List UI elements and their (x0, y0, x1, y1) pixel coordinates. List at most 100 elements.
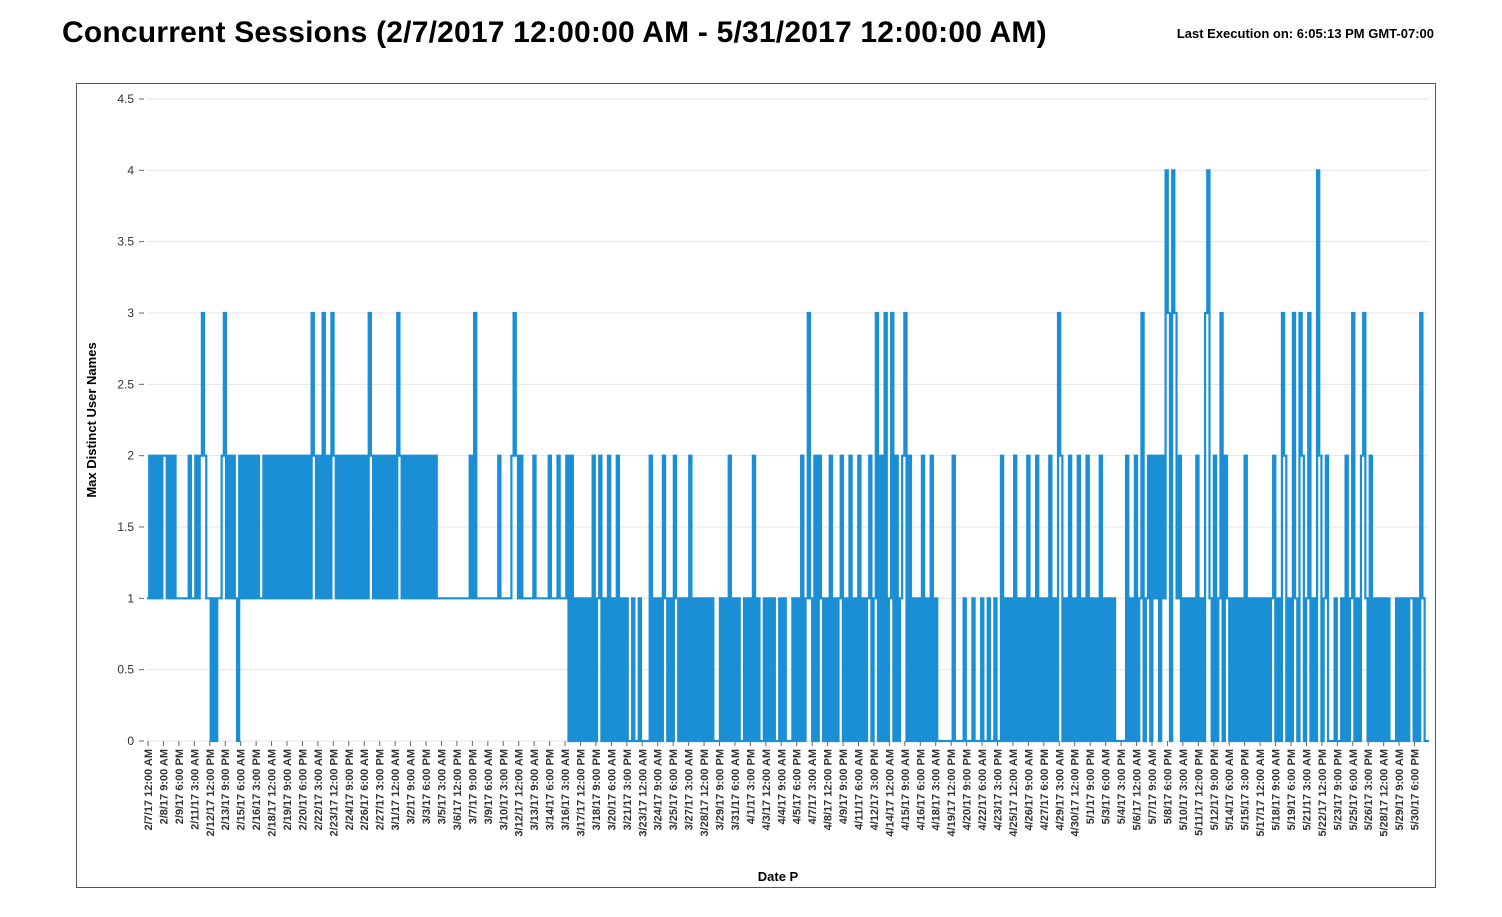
x-tick-label-20: 3/6/17 12:00 PM (452, 749, 464, 830)
x-tick-label-81: 5/29/17 9:00 AM (1394, 749, 1406, 831)
line-chart: 0 0.5 1 1.5 2 2.5 3 3.5 4 4.5 2/7/17 12:00 AM 2/8/… (84, 92, 1429, 884)
x-tick-label-23: 3/10/17 3:00 PM (498, 749, 510, 830)
x-tick-label-73: 5/18/17 9:00 AM (1271, 749, 1283, 831)
x-tick-label-70: 5/14/17 6:00 AM (1224, 749, 1236, 831)
x-tick-label-79: 5/26/17 3:00 PM (1363, 749, 1375, 830)
x-tick-label-68: 5/11/17 12:00 PM (1193, 749, 1205, 836)
x-tick-label-15: 2/27/17 3:00 PM (375, 749, 387, 830)
x-tick-label-14: 2/26/17 6:00 AM (359, 749, 371, 831)
x-tick-label-8: 2/18/17 12:00 AM (267, 749, 279, 837)
x-tick-label-66: 5/8/17 6:00 PM (1162, 749, 1174, 824)
last-execution-label: Last Execution on: 6:05:13 PM GMT-07:00 (1176, 26, 1434, 41)
x-tick-label-50: 4/16/17 6:00 PM (915, 749, 927, 830)
y-tick-label-9: 4.5 (117, 92, 134, 106)
x-tick-label-44: 4/8/17 12:00 PM (823, 749, 835, 830)
x-tick-label-29: 3/18/17 9:00 PM (591, 749, 603, 830)
x-tick-label-25: 3/13/17 9:00 AM (529, 749, 541, 831)
y-tick-label-0: 0 (127, 734, 134, 748)
x-tick-label-48: 4/14/17 12:00 AM (884, 749, 896, 837)
y-tick-label-3: 1.5 (117, 520, 134, 534)
x-tick-label-53: 4/20/17 9:00 PM (962, 749, 974, 830)
page-title: Concurrent Sessions (2/7/2017 12:00:00 A… (62, 16, 1047, 49)
x-tick-label-63: 5/4/17 3:00 PM (1116, 749, 1128, 824)
x-tick-label-9: 2/19/17 9:00 AM (282, 749, 294, 831)
y-axis-ticks: 0 0.5 1 1.5 2 2.5 3 3.5 4 4.5 (117, 92, 144, 748)
y-tick-label-2: 1 (127, 591, 134, 605)
x-tick-label-22: 3/9/17 6:00 AM (483, 749, 495, 824)
x-tick-label-31: 3/21/17 3:00 PM (622, 749, 634, 830)
x-tick-label-36: 3/28/17 12:00 PM (699, 749, 711, 836)
x-tick-label-77: 5/23/17 9:00 PM (1332, 749, 1344, 830)
x-tick-label-0: 2/7/17 12:00 AM (143, 749, 155, 831)
x-tick-label-46: 4/11/17 6:00 AM (854, 749, 866, 830)
x-tick-label-40: 4/3/17 12:00 AM (761, 749, 773, 831)
x-tick-label-67: 5/10/17 3:00 AM (1178, 749, 1190, 831)
x-tick-label-74: 5/19/17 6:00 PM (1286, 749, 1298, 830)
x-tick-label-38: 3/31/17 6:00 AM (730, 749, 742, 831)
y-tick-label-7: 3.5 (117, 235, 134, 249)
x-tick-label-42: 4/5/17 6:00 PM (792, 749, 804, 824)
y-tick-label-5: 2.5 (117, 377, 134, 391)
x-tick-label-61: 5/1/17 9:00 PM (1085, 749, 1097, 824)
y-tick-label-4: 2 (127, 449, 134, 463)
x-tick-label-13: 2/24/17 9:00 PM (344, 749, 356, 830)
y-tick-label-1: 0.5 (117, 663, 134, 677)
x-tick-label-3: 2/11/17 3:00 AM (189, 749, 201, 830)
x-tick-label-57: 4/26/17 9:00 AM (1023, 749, 1035, 831)
x-tick-label-34: 3/25/17 6:00 PM (668, 749, 680, 830)
x-tick-label-37: 3/29/17 9:00 PM (714, 749, 726, 830)
y-tick-label-6: 3 (127, 306, 134, 320)
x-tick-label-19: 3/5/17 3:00 AM (436, 749, 448, 824)
x-tick-label-16: 3/1/17 12:00 AM (390, 749, 402, 831)
x-tick-label-11: 2/22/17 3:00 AM (313, 749, 325, 831)
x-tick-label-78: 5/25/17 6:00 AM (1348, 749, 1360, 831)
x-tick-label-32: 3/23/17 12:00 AM (637, 749, 649, 837)
x-tick-label-35: 3/27/17 3:00 AM (684, 749, 696, 831)
x-tick-label-60: 4/30/17 12:00 PM (1070, 749, 1082, 836)
x-tick-label-24: 3/12/17 12:00 AM (514, 749, 526, 837)
x-tick-label-7: 2/16/17 3:00 PM (251, 749, 263, 830)
x-tick-label-30: 3/20/17 6:00 AM (606, 749, 618, 831)
x-tick-label-80: 5/28/17 12:00 AM (1379, 749, 1391, 837)
x-tick-label-5: 2/13/17 9:00 PM (220, 749, 232, 830)
x-tick-label-76: 5/22/17 12:00 PM (1317, 749, 1329, 836)
x-tick-label-45: 4/9/17 9:00 PM (838, 749, 850, 824)
x-tick-label-52: 4/19/17 12:00 PM (946, 749, 958, 836)
x-tick-label-55: 4/23/17 3:00 PM (993, 749, 1005, 830)
x-tick-label-47: 4/12/17 3:00 PM (869, 749, 881, 830)
x-tick-label-54: 4/22/17 6:00 AM (977, 749, 989, 831)
x-tick-label-12: 2/23/17 12:00 PM (328, 749, 340, 836)
x-tick-label-62: 5/3/17 6:00 AM (1101, 749, 1113, 824)
x-axis-ticks: 2/7/17 12:00 AM 2/8/17 9:00 AM 2/9/17 6:00… (143, 741, 1422, 837)
x-tick-label-41: 4/4/17 9:00 AM (776, 749, 788, 824)
x-tick-label-4: 2/12/17 12:00 PM (205, 749, 217, 836)
x-tick-label-82: 5/30/17 6:00 PM (1410, 749, 1422, 830)
x-axis-title: Date P (758, 869, 799, 884)
x-tick-label-43: 4/7/17 3:00 AM (807, 749, 819, 824)
x-tick-label-18: 3/3/17 6:00 PM (421, 749, 433, 824)
x-tick-label-69: 5/12/17 9:00 PM (1209, 749, 1221, 830)
x-tick-label-58: 4/27/17 6:00 PM (1039, 749, 1051, 830)
x-tick-label-72: 5/17/17 12:00 AM (1255, 749, 1267, 837)
x-tick-label-39: 4/1/17 3:00 PM (745, 749, 757, 824)
x-tick-label-56: 4/25/17 12:00 AM (1008, 749, 1020, 837)
x-tick-label-1: 2/8/17 9:00 AM (158, 749, 170, 824)
x-tick-label-6: 2/15/17 6:00 AM (236, 749, 248, 831)
y-tick-label-8: 4 (127, 163, 134, 177)
x-tick-label-64: 5/6/17 12:00 AM (1132, 749, 1144, 831)
x-tick-label-65: 5/7/17 9:00 AM (1147, 749, 1159, 824)
x-tick-label-17: 3/2/17 9:00 AM (406, 749, 418, 824)
x-tick-label-51: 4/18/17 3:00 AM (931, 749, 943, 831)
x-tick-label-21: 3/7/17 9:00 PM (467, 749, 479, 824)
x-tick-label-2: 2/9/17 6:00 PM (174, 749, 186, 824)
x-tick-label-71: 5/15/17 3:00 PM (1240, 749, 1252, 830)
x-tick-label-28: 3/17/17 12:00 PM (575, 749, 587, 836)
x-tick-label-27: 3/16/17 3:00 AM (560, 749, 572, 831)
x-tick-label-33: 3/24/17 9:00 AM (653, 749, 665, 831)
x-tick-label-59: 4/29/17 3:00 AM (1054, 749, 1066, 831)
chart-frame: 0 0.5 1 1.5 2 2.5 3 3.5 4 4.5 2/7/17 12:00 AM 2/8/… (76, 83, 1436, 888)
x-tick-label-49: 4/15/17 9:00 AM (900, 749, 912, 831)
x-tick-label-10: 2/20/17 6:00 PM (297, 749, 309, 830)
x-tick-label-75: 5/21/17 3:00 AM (1301, 749, 1313, 831)
y-axis-title: Max Distinct User Names (84, 342, 99, 497)
